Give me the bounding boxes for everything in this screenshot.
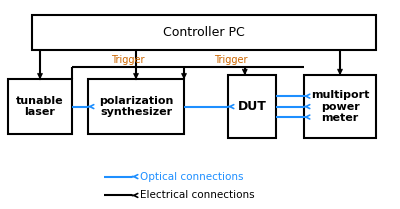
Text: Controller PC: Controller PC (163, 26, 245, 39)
Text: tunable
laser: tunable laser (16, 96, 64, 117)
Text: Electrical connections: Electrical connections (140, 190, 255, 200)
Text: Trigger: Trigger (111, 55, 145, 65)
Text: Trigger: Trigger (214, 55, 248, 65)
Bar (304, 75, 376, 138)
Bar (32, 15, 376, 50)
Bar (88, 79, 184, 134)
Text: DUT: DUT (238, 100, 266, 113)
Bar (228, 75, 276, 138)
Text: polarization
synthesizer: polarization synthesizer (99, 96, 173, 117)
Text: multiport
power
meter: multiport power meter (311, 90, 369, 123)
Bar (8, 79, 72, 134)
Text: Optical connections: Optical connections (140, 172, 244, 182)
